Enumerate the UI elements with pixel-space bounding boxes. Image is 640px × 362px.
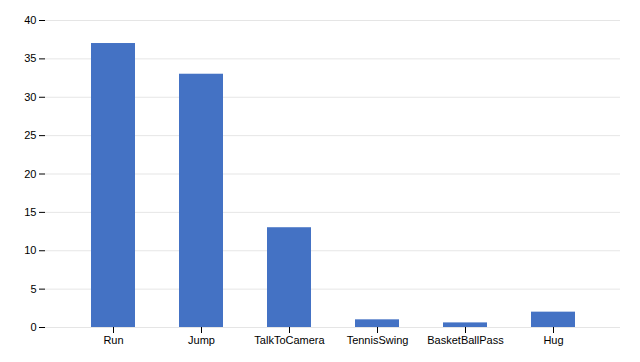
svg-text:0: 0	[30, 321, 36, 333]
svg-text:Hug: Hug	[543, 334, 563, 346]
svg-text:10: 10	[24, 244, 36, 256]
svg-text:40: 40	[24, 14, 36, 26]
svg-text:30: 30	[24, 91, 36, 103]
svg-text:Run: Run	[103, 334, 123, 346]
svg-text:35: 35	[24, 52, 36, 64]
svg-text:TennisSwing: TennisSwing	[347, 334, 409, 346]
svg-text:Jump: Jump	[188, 334, 215, 346]
svg-text:5: 5	[30, 283, 36, 295]
svg-text:20: 20	[24, 168, 36, 180]
svg-text:15: 15	[24, 206, 36, 218]
svg-text:BasketBallPass: BasketBallPass	[427, 334, 504, 346]
svg-text:TalkToCamera: TalkToCamera	[254, 334, 325, 346]
svg-text:25: 25	[24, 129, 36, 141]
